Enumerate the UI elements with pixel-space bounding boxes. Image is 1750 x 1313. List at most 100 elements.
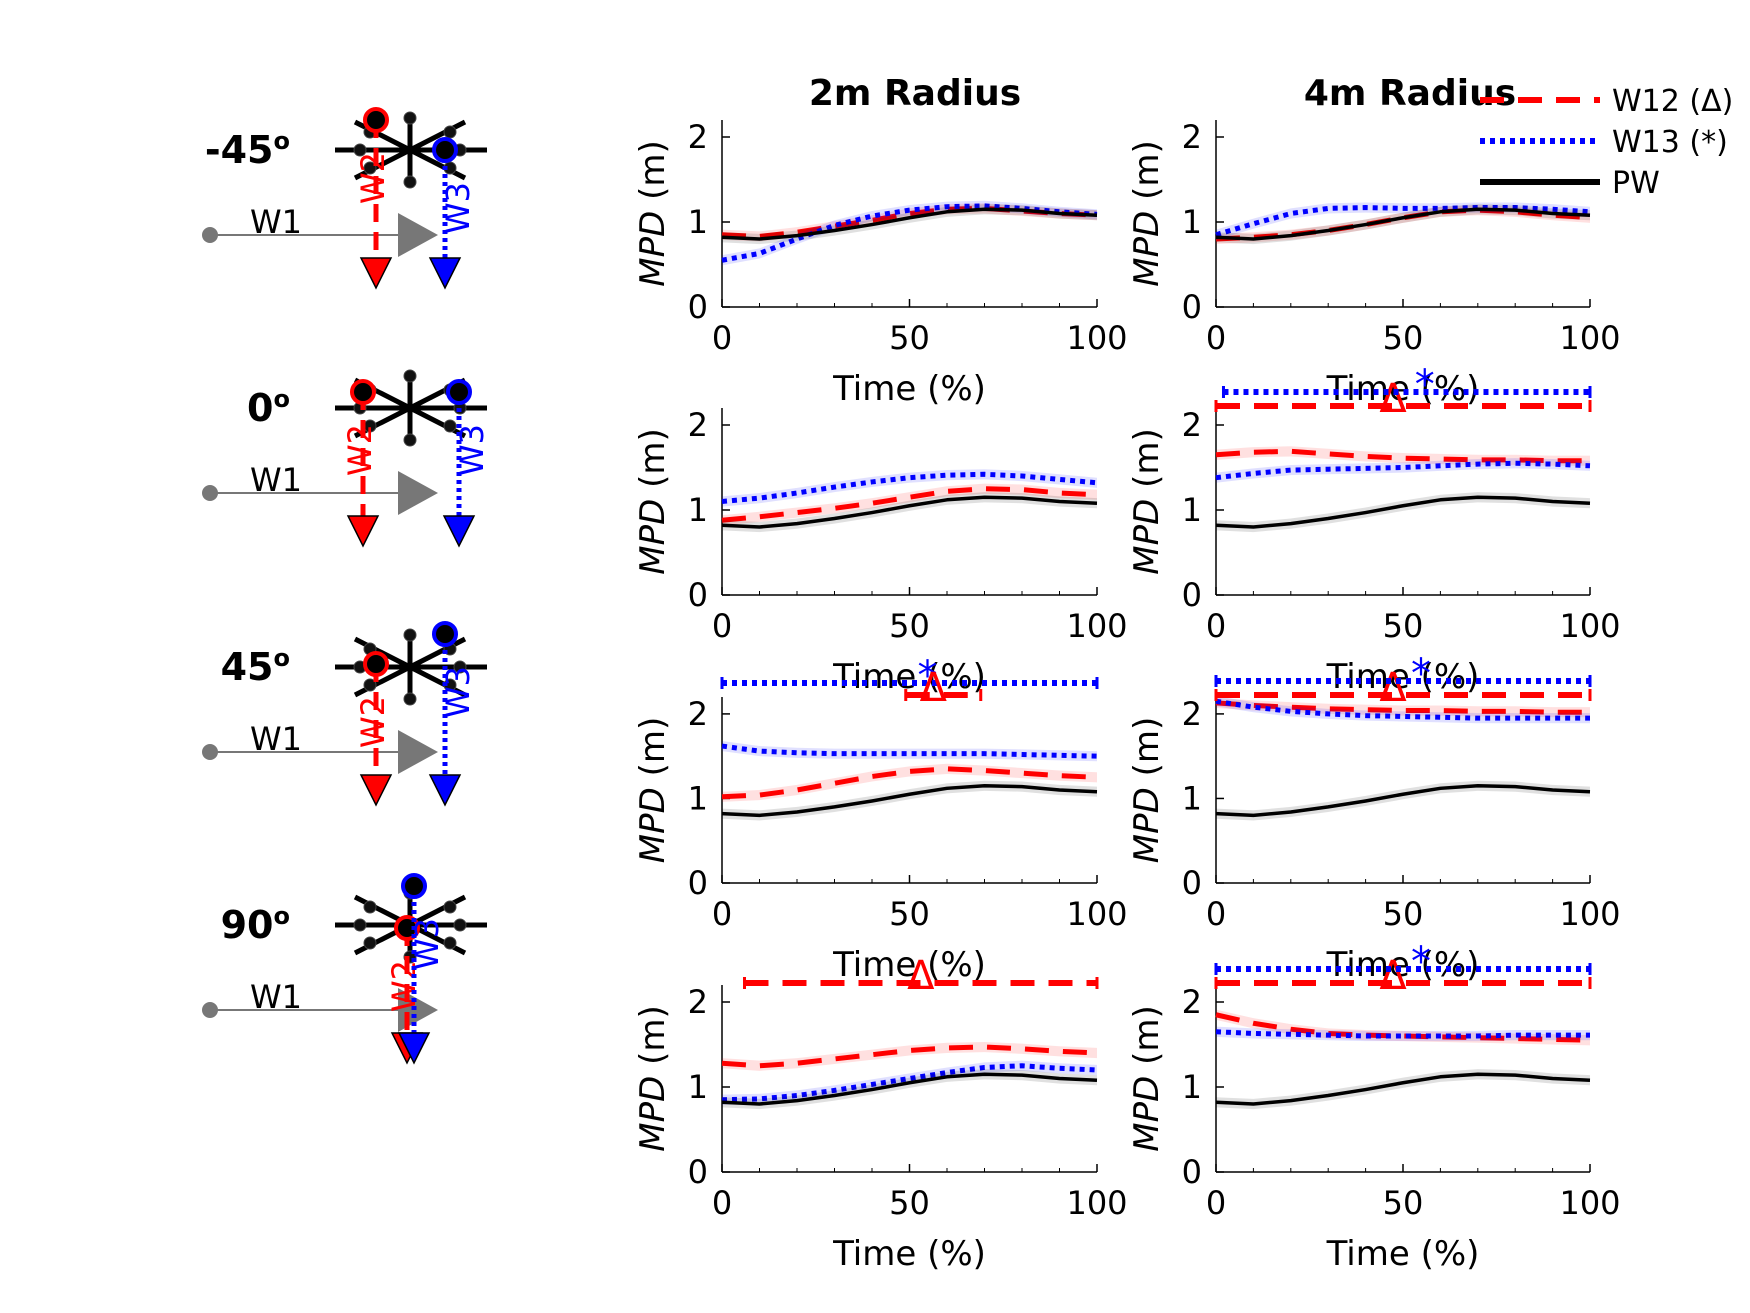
- w3-arrowhead: [442, 515, 476, 548]
- arena-node: [363, 678, 377, 692]
- y-axis-label-unit: (m): [1127, 717, 1167, 787]
- w3-arrowhead: [428, 774, 462, 807]
- significance-delta: Δ: [907, 953, 935, 999]
- x-axis-label: Time (%): [1326, 945, 1480, 985]
- x-tick-label: 0: [712, 607, 732, 645]
- w1-label: W1: [250, 461, 302, 499]
- x-tick-label: 50: [889, 607, 930, 645]
- series-line: [1215, 1072, 1591, 1106]
- x-axis-label: Time (%): [1326, 1234, 1480, 1274]
- degree-symbol: o: [274, 385, 291, 413]
- w1-arrowhead: [398, 213, 438, 257]
- x-tick-label: 50: [1383, 1184, 1424, 1222]
- y-tick-label: 0: [688, 864, 708, 902]
- w2-arrowhead: [346, 515, 380, 548]
- w3-position-marker: [432, 621, 458, 647]
- significance-star: *: [1411, 651, 1431, 697]
- column-title-2m: 2m Radius: [809, 73, 1021, 114]
- w1-arrowhead: [398, 471, 438, 515]
- arena-node: [353, 143, 367, 157]
- series-line: [721, 1072, 1098, 1106]
- y-tick-label: 0: [1182, 288, 1202, 326]
- w3-arrowhead: [397, 1032, 431, 1065]
- w3-label: W3: [453, 424, 491, 476]
- y-axis-label: MPD (m): [1127, 717, 1167, 864]
- x-axis-label: Time (%): [832, 657, 986, 697]
- w2-label: W2: [354, 152, 392, 204]
- significance-star: *: [918, 653, 938, 699]
- series-line: [1215, 1029, 1590, 1039]
- series-line: [1215, 205, 1591, 238]
- series-line: [1215, 700, 1590, 715]
- x-axis-label: Time (%): [832, 1234, 986, 1274]
- arena-node: [453, 660, 467, 674]
- series-line: [721, 1063, 1098, 1103]
- series-line: [721, 784, 1098, 818]
- arena-node: [443, 900, 457, 914]
- y-tick-label: 2: [1182, 983, 1202, 1021]
- y-axis-label-var: MPD: [1127, 499, 1167, 575]
- legend-label-pw: PW: [1612, 166, 1660, 201]
- angle-label: 45o: [221, 644, 290, 689]
- w2-position-marker: [350, 379, 376, 405]
- w3-label: W3: [408, 918, 446, 970]
- x-axis-label: Time (%): [832, 369, 986, 409]
- significance-delta: Δ: [1379, 665, 1407, 711]
- y-tick-label: 1: [688, 779, 708, 817]
- arena-node: [363, 161, 377, 175]
- angle-value: 0: [247, 386, 273, 430]
- schematic-row-0: -45o W1 W2 W3: [202, 107, 487, 290]
- panel-7: 0 50 100 0 1 2 Time (%) MPD (m) Δ *: [1127, 939, 1621, 1274]
- confidence-band: [1216, 1026, 1590, 1042]
- y-tick-label: 1: [688, 491, 708, 529]
- y-axis-label-var: MPD: [633, 499, 673, 575]
- series-line: [1215, 460, 1591, 481]
- w3-arrowhead: [428, 257, 462, 290]
- series-line: [1215, 448, 1590, 464]
- y-tick-label: 1: [688, 1068, 708, 1106]
- y-tick-label: 0: [1182, 576, 1202, 614]
- w2-arrowhead: [359, 257, 393, 290]
- y-tick-label: 2: [1182, 695, 1202, 733]
- schematic-row-2: 45o W1 W2 W3: [202, 621, 487, 807]
- y-tick-label: 0: [688, 576, 708, 614]
- panel-4: 0 50 100 0 1 2 Time (%) MPD (m) *Δ: [633, 653, 1128, 985]
- y-axis-label-unit: (m): [1127, 140, 1167, 210]
- y-axis-label-var: MPD: [1127, 211, 1167, 287]
- arena-node: [443, 419, 457, 433]
- y-tick-label: 0: [1182, 864, 1202, 902]
- y-tick-label: 0: [688, 288, 708, 326]
- significance-delta: Δ: [1379, 953, 1407, 999]
- arena-node: [453, 918, 467, 932]
- y-axis-label-var: MPD: [633, 787, 673, 863]
- series-line: [721, 495, 1098, 529]
- arena-node: [403, 628, 417, 642]
- arena-node: [403, 111, 417, 125]
- arena-node: [403, 692, 417, 706]
- x-tick-label: 100: [1066, 1184, 1127, 1222]
- y-axis-label: MPD (m): [1127, 428, 1167, 575]
- confidence-band: [1216, 202, 1590, 240]
- x-axis-label: Time (%): [832, 945, 986, 985]
- arena-node: [353, 918, 367, 932]
- y-axis-label: MPD (m): [633, 717, 673, 864]
- confidence-band: [722, 469, 1097, 507]
- series-line: [1215, 698, 1590, 721]
- y-tick-label: 0: [1182, 1153, 1202, 1191]
- x-tick-label: 0: [1206, 1184, 1226, 1222]
- w2-position-marker: [363, 107, 389, 133]
- series-line: [721, 743, 1098, 759]
- x-tick-label: 50: [889, 319, 930, 357]
- panel-6: 0 50 100 0 1 2 Time (%) MPD (m) Δ: [633, 953, 1128, 1274]
- x-tick-label: 0: [1206, 607, 1226, 645]
- series-line: [1215, 784, 1591, 818]
- y-axis-label-unit: (m): [1127, 428, 1167, 498]
- x-tick-label: 50: [889, 1184, 930, 1222]
- w1-label: W1: [250, 203, 302, 241]
- w2-label: W2: [341, 424, 379, 476]
- w2-label: W2: [354, 696, 392, 748]
